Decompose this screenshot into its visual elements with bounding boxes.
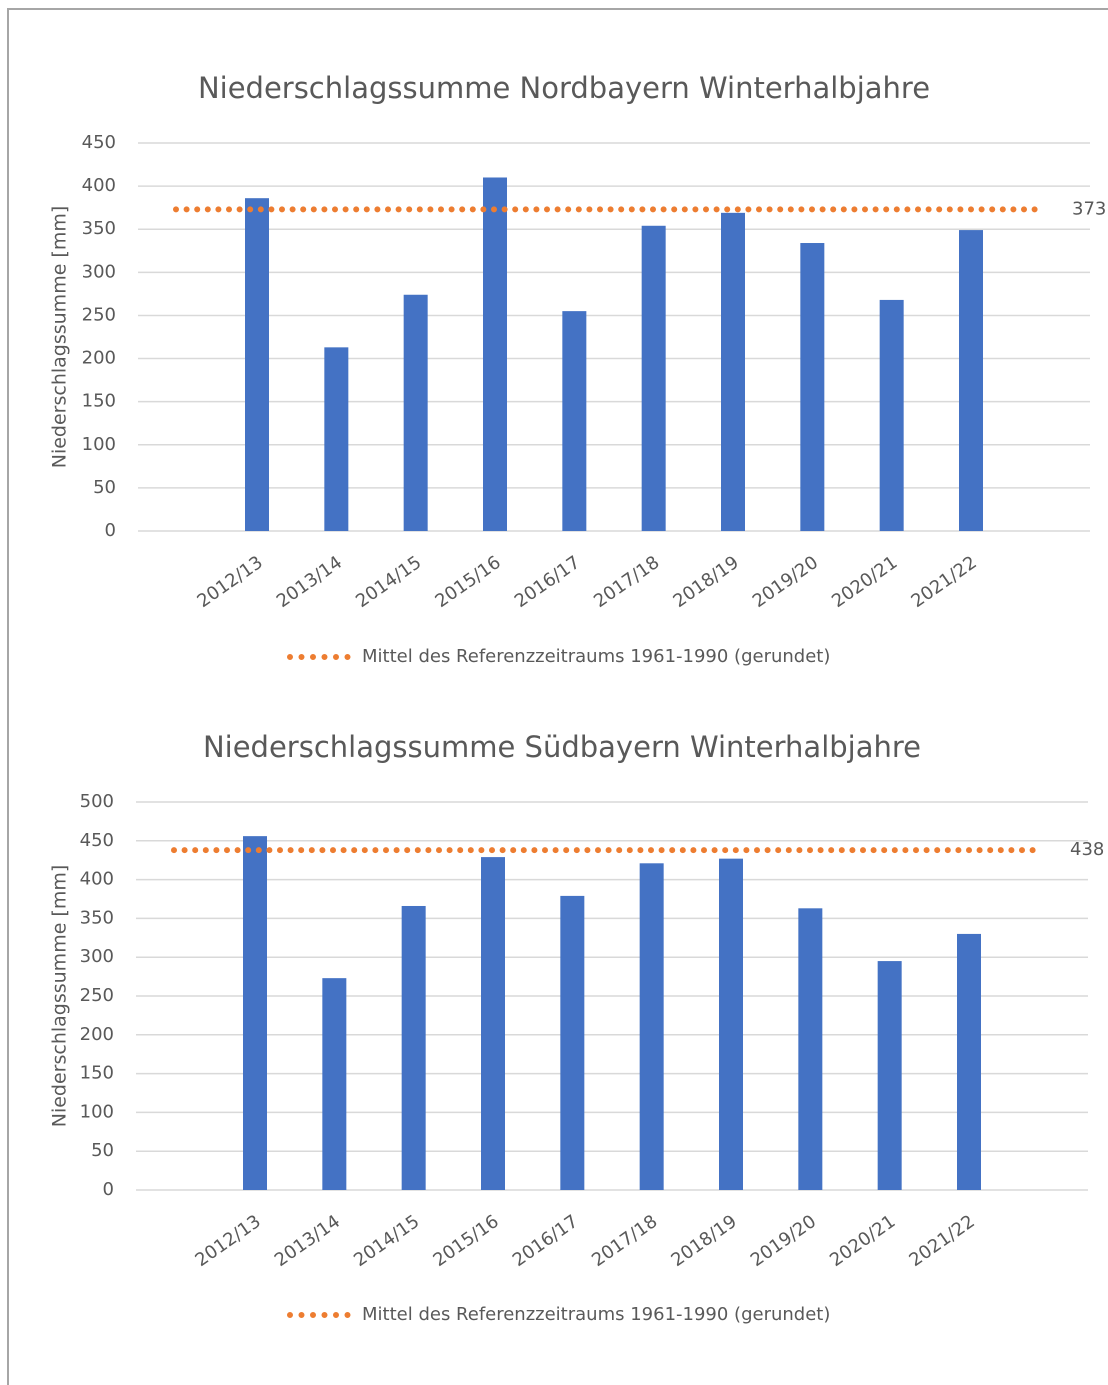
y-tick-label: 200 [80,1024,114,1045]
y-tick-label: 150 [82,391,116,412]
bar [481,857,505,1190]
y-tick-label: 0 [103,1179,114,1200]
x-tick-label: 2017/18 [588,1211,661,1271]
y-axis-label: Niederschlagssumme [mm] [49,865,71,1128]
bar [721,212,745,531]
bar [641,225,666,532]
y-tick-label: 300 [80,946,114,967]
y-tick-label: 0 [105,520,116,541]
x-tick-label: 2016/17 [509,1211,582,1271]
y-tick-label: 450 [82,132,116,153]
x-tick-label: 2016/17 [511,552,584,612]
bar [243,836,267,1190]
bar [639,863,664,1190]
y-tick-label: 450 [80,830,114,851]
bar [483,177,507,531]
x-tick-label: 2017/18 [590,552,663,612]
bar [562,311,587,531]
reference-label: 373 [1072,198,1106,219]
x-tick-label: 2020/21 [828,552,901,612]
chart-title: Niederschlagssumme Südbayern Winterhalbj… [203,730,921,764]
x-tick-label: 2021/22 [907,552,980,612]
bar [877,961,902,1190]
bar [957,933,981,1190]
y-axis-label: Niederschlagssumme [mm] [49,206,71,469]
x-tick-label: 2013/14 [271,1211,344,1271]
bar [800,243,825,532]
x-tick-label: 2015/16 [429,1211,502,1271]
bar [403,294,428,531]
y-tick-label: 50 [91,1140,114,1161]
bar [798,908,823,1190]
y-tick-label: 150 [80,1063,114,1084]
bar [719,858,743,1190]
x-tick-label: 2018/19 [669,552,742,612]
x-tick-label: 2012/13 [191,1211,264,1271]
y-tick-label: 400 [80,869,114,890]
y-tick-label: 200 [82,348,116,369]
bar [401,905,426,1190]
x-tick-label: 2018/19 [667,1211,740,1271]
frame [7,8,1108,1385]
chart-title: Niederschlagssumme Nordbayern Winterhalb… [198,71,930,105]
y-tick-label: 50 [93,477,116,498]
x-tick-label: 2019/20 [749,552,822,612]
y-tick-label: 350 [82,218,116,239]
x-tick-label: 2012/13 [193,552,266,612]
x-tick-label: 2021/22 [905,1211,978,1271]
bar [560,895,585,1190]
bar [959,230,983,531]
reference-label: 438 [1070,839,1104,860]
y-tick-label: 300 [82,261,116,282]
y-tick-label: 100 [82,434,116,455]
x-tick-label: 2020/21 [826,1211,899,1271]
x-tick-label: 2014/15 [352,552,425,612]
bar [245,198,269,531]
bar [322,978,347,1190]
x-tick-label: 2014/15 [350,1211,423,1271]
y-tick-label: 350 [80,907,114,928]
y-tick-label: 250 [80,985,114,1006]
x-tick-label: 2019/20 [747,1211,820,1271]
y-tick-label: 500 [80,791,114,812]
bar [324,347,349,531]
bar [879,299,904,531]
y-tick-label: 100 [80,1101,114,1122]
legend-label: Mittel des Referenzzeitraums 1961-1990 (… [362,646,830,667]
y-tick-label: 400 [82,175,116,196]
x-tick-label: 2015/16 [431,552,504,612]
legend-label: Mittel des Referenzzeitraums 1961-1990 (… [362,1304,830,1325]
y-tick-label: 250 [82,304,116,325]
x-tick-label: 2013/14 [273,552,346,612]
